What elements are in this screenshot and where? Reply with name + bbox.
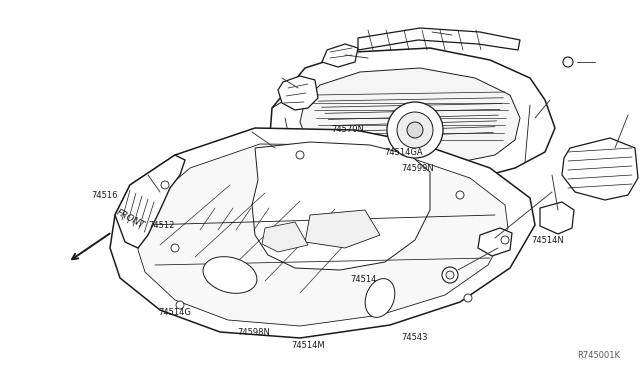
Ellipse shape — [203, 257, 257, 294]
Polygon shape — [358, 28, 520, 50]
Text: 74514N: 74514N — [531, 236, 564, 245]
Text: 74570N: 74570N — [332, 125, 364, 134]
Polygon shape — [322, 44, 358, 67]
Circle shape — [446, 271, 454, 279]
Text: 74543: 74543 — [401, 333, 428, 341]
Text: 74599N: 74599N — [401, 164, 434, 173]
Circle shape — [563, 57, 573, 67]
Circle shape — [176, 301, 184, 309]
Text: 74514GA: 74514GA — [384, 148, 422, 157]
Text: 74598N: 74598N — [237, 328, 269, 337]
Text: 74514: 74514 — [351, 275, 377, 283]
Text: 74512: 74512 — [148, 221, 175, 230]
Polygon shape — [562, 138, 638, 200]
Circle shape — [387, 102, 443, 158]
Polygon shape — [262, 222, 308, 252]
Circle shape — [464, 294, 472, 302]
Text: FRONT: FRONT — [115, 208, 147, 230]
Circle shape — [161, 181, 169, 189]
Text: 74514G: 74514G — [159, 308, 191, 317]
Circle shape — [397, 112, 433, 148]
Polygon shape — [138, 144, 508, 326]
Polygon shape — [305, 210, 380, 248]
Polygon shape — [300, 68, 520, 167]
Polygon shape — [278, 76, 318, 110]
Polygon shape — [540, 202, 574, 234]
Polygon shape — [252, 142, 430, 270]
Polygon shape — [270, 48, 555, 185]
Circle shape — [442, 267, 458, 283]
Circle shape — [296, 151, 304, 159]
Ellipse shape — [365, 279, 395, 317]
Circle shape — [407, 122, 423, 138]
Text: 74514M: 74514M — [291, 341, 325, 350]
Text: R745001K: R745001K — [577, 351, 620, 360]
Circle shape — [171, 244, 179, 252]
Circle shape — [456, 191, 464, 199]
Polygon shape — [110, 128, 535, 338]
Polygon shape — [115, 155, 185, 248]
Polygon shape — [478, 228, 512, 256]
Text: 74516: 74516 — [91, 191, 117, 200]
Circle shape — [501, 236, 509, 244]
